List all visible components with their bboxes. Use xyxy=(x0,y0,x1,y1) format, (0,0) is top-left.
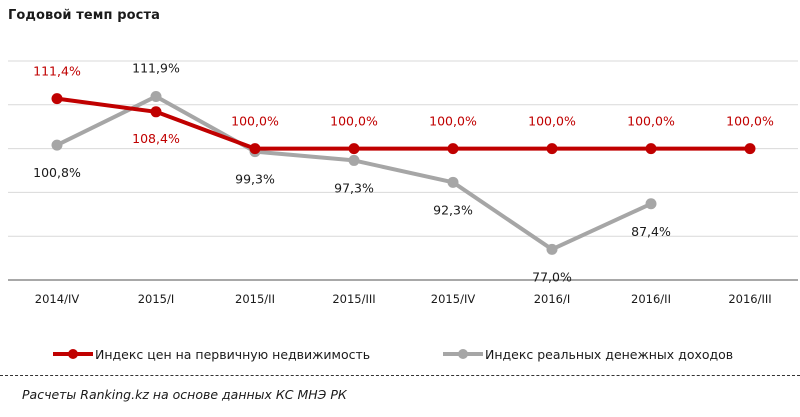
svg-text:2015/I: 2015/I xyxy=(138,292,175,306)
divider xyxy=(0,375,800,376)
series-housing-price xyxy=(51,93,756,155)
svg-text:100,0%: 100,0% xyxy=(627,114,675,129)
svg-text:2015/III: 2015/III xyxy=(332,292,375,306)
svg-text:100,0%: 100,0% xyxy=(528,114,576,129)
legend-red-line-icon xyxy=(53,345,93,363)
legend-gray-line-icon xyxy=(443,345,483,363)
svg-text:2016/III: 2016/III xyxy=(728,292,771,306)
data-labels: 111,4% 108,4% 100,0% 100,0% 100,0% 100,0% 100,… xyxy=(33,60,774,284)
svg-text:2014/IV: 2014/IV xyxy=(35,292,80,306)
svg-text:87,4%: 87,4% xyxy=(631,224,671,239)
svg-text:77,0%: 77,0% xyxy=(532,269,572,284)
legend-label: Индекс реальных денежных доходов xyxy=(485,346,734,362)
svg-text:100,0%: 100,0% xyxy=(429,114,477,129)
svg-text:92,3%: 92,3% xyxy=(433,202,473,217)
line-chart: 2014/IV 2015/I 2015/II 2015/III 2015/IV 2016/… xyxy=(8,60,798,306)
svg-text:108,4%: 108,4% xyxy=(132,131,180,146)
svg-text:111,4%: 111,4% xyxy=(33,64,81,79)
svg-text:100,8%: 100,8% xyxy=(33,165,81,180)
legend-item-housing-price: Индекс цен на первичную недвижимость xyxy=(53,345,370,363)
legend-item-real-income: Индекс реальных денежных доходов xyxy=(443,345,733,363)
svg-text:2016/I: 2016/I xyxy=(534,292,571,306)
svg-text:2015/II: 2015/II xyxy=(235,292,275,306)
svg-text:100,0%: 100,0% xyxy=(231,114,279,129)
svg-text:2016/II: 2016/II xyxy=(631,292,671,306)
svg-text:111,9%: 111,9% xyxy=(132,60,180,75)
svg-text:100,0%: 100,0% xyxy=(726,114,774,129)
legend-label: Индекс цен на первичную недвижимость xyxy=(95,346,371,362)
x-axis-labels: 2014/IV 2015/I 2015/II 2015/III 2015/IV 2016/… xyxy=(35,292,772,306)
svg-text:99,3%: 99,3% xyxy=(235,172,275,187)
chart-title: Годовой темп роста xyxy=(8,8,160,23)
svg-text:100,0%: 100,0% xyxy=(330,114,378,129)
source-note: Расчеты Ranking.kz на основе данных КС М… xyxy=(22,387,347,402)
svg-text:2015/IV: 2015/IV xyxy=(431,292,476,306)
svg-text:97,3%: 97,3% xyxy=(334,180,374,195)
